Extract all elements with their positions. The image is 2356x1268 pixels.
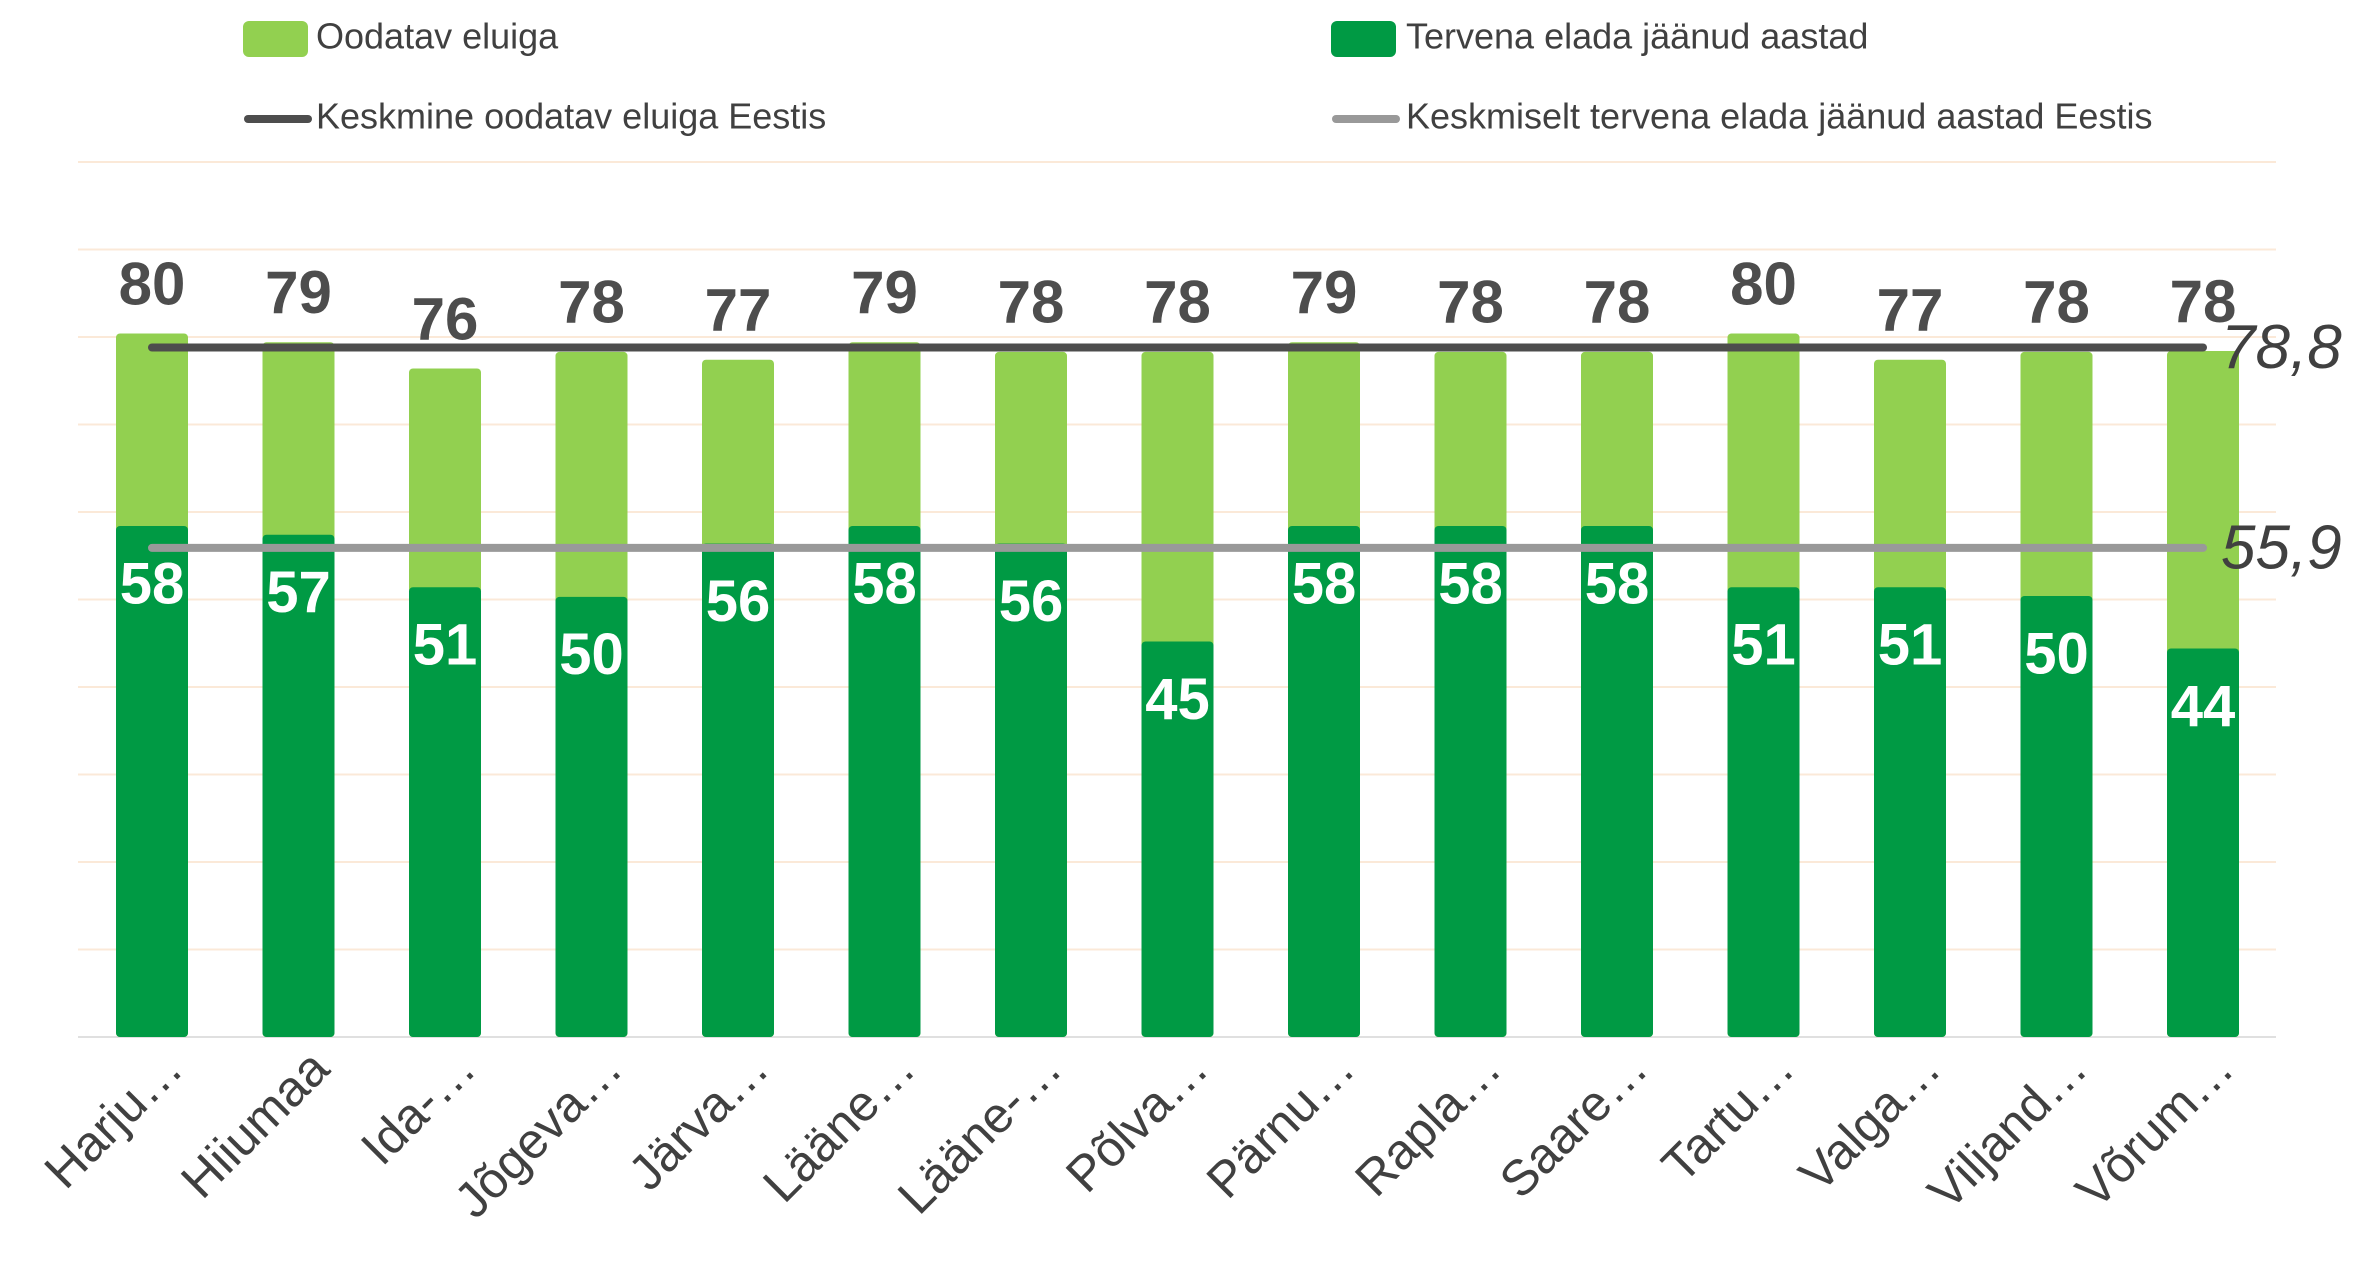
reference-label: 78,8 (2221, 313, 2342, 382)
value-label: 79 (1291, 259, 1358, 326)
value-label: 44 (2171, 674, 2236, 739)
x-tick-label: Rapla… (1344, 1040, 1511, 1207)
reference-label: 55,9 (2221, 513, 2342, 582)
bar (116, 526, 188, 1037)
value-label: 77 (705, 277, 772, 344)
value-label: 51 (1878, 613, 1943, 678)
x-tick-label: Tartu… (1651, 1040, 1805, 1194)
value-label: 79 (851, 259, 918, 326)
legend-label: Tervena elada jäänud aastad (1406, 16, 1868, 57)
value-label: 57 (266, 560, 331, 625)
value-label: 78 (998, 269, 1065, 336)
bar (555, 596, 628, 1037)
bar (1434, 526, 1507, 1037)
legend-label: Keskmine oodatav eluiga Eestis (316, 96, 826, 137)
value-label: 51 (1731, 613, 1796, 678)
value-label: 51 (413, 613, 478, 678)
value-label: 58 (852, 551, 917, 616)
value-label: 80 (1730, 250, 1797, 317)
x-tick-label: Harju… (34, 1040, 193, 1199)
x-tick-label: Lääne-… (887, 1040, 1072, 1225)
value-label: 45 (1145, 667, 1210, 732)
value-label: 80 (119, 250, 186, 317)
bar (1288, 526, 1360, 1037)
legend-swatch (1331, 21, 1396, 57)
value-label: 78 (2170, 268, 2237, 335)
bar (1581, 526, 1653, 1037)
value-label: 79 (265, 259, 332, 326)
value-label: 78 (2023, 269, 2090, 336)
x-tick-label: Ida-… (350, 1040, 486, 1176)
value-label: 58 (1585, 551, 1650, 616)
value-label: 58 (1292, 551, 1357, 616)
x-tick-label: Põlva… (1055, 1040, 1218, 1203)
x-tick-label: Hiiumaa (170, 1039, 339, 1208)
value-label: 78 (1437, 269, 1504, 336)
value-label: 50 (2024, 621, 2089, 686)
bar (702, 543, 774, 1037)
value-label: 76 (412, 285, 479, 352)
legend-label: Keskmiselt tervena elada jäänud aastad E… (1406, 96, 2152, 137)
value-label: 56 (999, 569, 1064, 634)
value-label: 58 (1438, 551, 1503, 616)
bar (995, 543, 1067, 1037)
value-label: 78 (1144, 269, 1211, 336)
value-label: 56 (706, 569, 771, 634)
bar (1141, 641, 1214, 1037)
value-label: 50 (559, 622, 624, 687)
bar (848, 526, 921, 1037)
bar (2167, 648, 2239, 1037)
bar (409, 587, 481, 1037)
legend-label: Oodatav eluiga (316, 16, 559, 57)
value-label: 78 (1584, 269, 1651, 336)
value-label: 77 (1877, 277, 1944, 344)
value-label: 58 (120, 551, 185, 616)
x-tick-label: Viljand… (1917, 1040, 2097, 1220)
x-tick-label: Saare… (1489, 1040, 1658, 1209)
bar (1727, 587, 1800, 1037)
legend-swatch (243, 21, 308, 57)
bar (262, 534, 335, 1037)
bar (1874, 587, 1946, 1037)
x-tick-label: Pärnu… (1196, 1040, 1365, 1209)
bar (2020, 596, 2093, 1037)
value-label: 78 (558, 269, 625, 336)
x-tick-label: Võrum… (2065, 1040, 2244, 1219)
